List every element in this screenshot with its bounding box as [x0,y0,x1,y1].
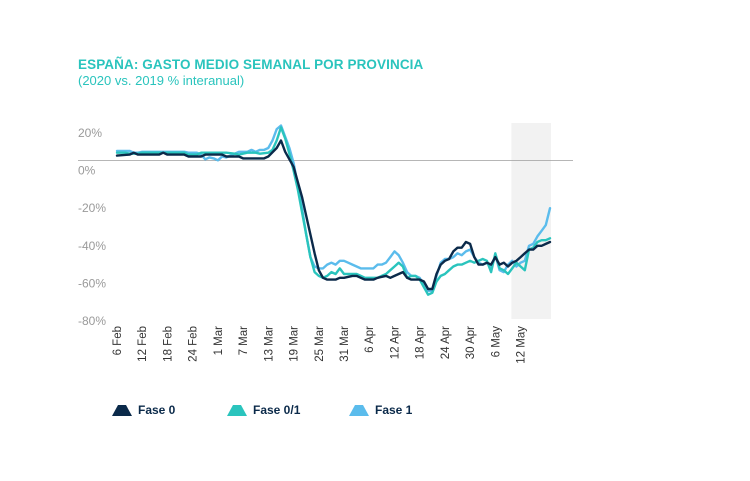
x-tick-label: 1 Mar [213,326,225,356]
legend-item-fase-1: Fase 1 [349,403,412,417]
x-tick-label: 18 Feb [162,326,174,362]
legend-label-fase-0-1: Fase 0/1 [253,403,301,417]
legend-swatch-fase-0-1 [227,404,247,416]
y-tick-label: 0% [78,164,96,178]
legend-swatch-shape [112,404,132,416]
chart-title: ESPAÑA: GASTO MEDIO SEMANAL POR PROVINCI… [78,57,424,72]
legend-label-fase-0: Fase 0 [138,403,176,417]
series-line-fase-0 [115,139,552,291]
x-tick-label: 6 May [490,326,502,358]
legend-swatch-shape [349,404,369,416]
legend-swatch-fase-1 [349,404,369,416]
x-tick-label: 12 Apr [389,326,401,359]
y-tick-label: 20% [78,126,102,140]
y-tick-label: -80% [78,314,106,328]
x-tick-label: 30 Apr [465,326,477,359]
x-tick-label: 7 Mar [238,326,250,356]
y-tick-label: -40% [78,239,106,253]
legend-swatch-shape [227,404,247,416]
x-tick-label: 12 May [516,326,528,364]
x-tick-label: 19 Mar [289,326,301,362]
x-tick-label: 12 Feb [137,326,149,362]
y-tick-label: -20% [78,201,106,215]
legend-swatch-fase-0 [112,404,132,416]
legend-item-fase-0: Fase 0 [112,403,175,417]
chart-legend: Fase 0 Fase 0/1 Fase 1 [0,403,750,423]
x-tick-label: 6 Apr [364,326,376,353]
legend-item-fase-0-1: Fase 0/1 [227,403,300,417]
shaded-region [511,123,551,319]
series-line-fase-1 [115,124,552,293]
x-tick-label: 24 Feb [188,326,200,362]
x-tick-label: 31 Mar [339,326,351,362]
x-tick-label: 18 Apr [415,326,427,359]
series-line-fase-0-1 [115,126,552,296]
chart-subtitle: (2020 vs. 2019 % interanual) [78,73,245,88]
legend-label-fase-1: Fase 1 [375,403,413,417]
y-tick-label: -60% [78,276,106,290]
x-tick-label: 25 Mar [314,326,326,362]
x-tick-label: 6 Feb [112,326,124,355]
x-tick-label: 13 Mar [263,326,275,362]
x-tick-label: 24 Apr [440,326,452,359]
